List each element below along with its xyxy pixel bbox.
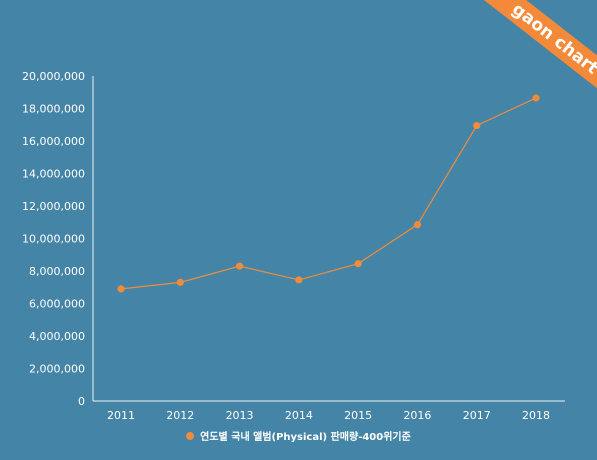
y-tick-label: 6,000,000 <box>29 298 85 311</box>
y-tick-label: 4,000,000 <box>29 330 85 343</box>
y-tick-label: 14,000,000 <box>22 168 85 181</box>
y-tick-label: 2,000,000 <box>29 363 85 376</box>
y-tick-label: 10,000,000 <box>22 233 85 246</box>
x-tick-label: 2017 <box>463 409 491 422</box>
y-tick-label: 18,000,000 <box>22 103 85 116</box>
y-tick-label: 0 <box>78 395 85 408</box>
x-tick-label: 2014 <box>285 409 313 422</box>
chart-legend: 연도별 국내 앨범(Physical) 판매량-400위기준 <box>0 428 597 443</box>
data-point <box>532 94 540 102</box>
x-tick-label: 2012 <box>166 409 194 422</box>
data-point <box>176 278 184 286</box>
y-tick-label: 16,000,000 <box>22 135 85 148</box>
y-tick-label: 20,000,000 <box>22 70 85 83</box>
x-tick-label: 2011 <box>107 409 135 422</box>
x-tick-label: 2013 <box>226 409 254 422</box>
data-point <box>473 121 481 130</box>
legend-label: 연도별 국내 앨범(Physical) 판매량-400위기준 <box>200 432 411 443</box>
data-point <box>354 260 362 268</box>
data-point <box>235 262 244 270</box>
data-point <box>413 221 422 229</box>
legend-marker <box>186 431 195 440</box>
x-tick-label: 2018 <box>522 409 550 422</box>
y-tick-label: 12,000,000 <box>22 200 85 213</box>
data-point <box>295 276 303 284</box>
y-tick-label: 8,000,000 <box>29 265 85 278</box>
data-point <box>117 285 125 293</box>
x-tick-label: 2015 <box>344 409 372 422</box>
series-line <box>120 97 537 290</box>
x-tick-label: 2016 <box>403 409 431 422</box>
